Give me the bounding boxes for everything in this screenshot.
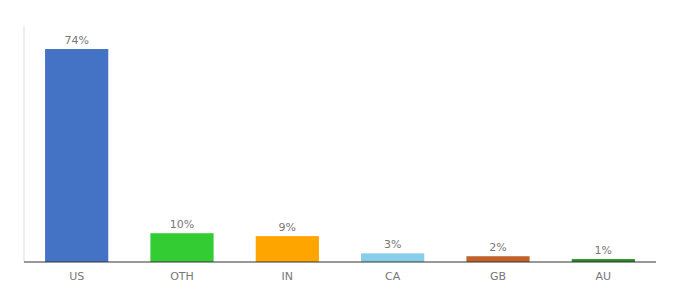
bar <box>466 256 529 262</box>
bar <box>150 233 213 262</box>
x-tick-labels: US OTH IN CA GB AU <box>69 270 611 283</box>
data-label: 74% <box>64 34 88 47</box>
y-axis-line <box>24 26 25 262</box>
data-label: 1% <box>595 244 612 257</box>
x-tick-label: US <box>69 270 84 283</box>
x-tick-label: IN <box>282 270 293 283</box>
x-tick-label: CA <box>385 270 401 283</box>
bar <box>361 253 424 262</box>
x-tick-label: GB <box>490 270 506 283</box>
bar <box>45 49 108 262</box>
data-label: 10% <box>170 218 194 231</box>
data-labels: 74% 10% 9% 3% 2% 1% <box>64 34 612 257</box>
bars <box>45 49 635 262</box>
data-label: 3% <box>384 238 401 251</box>
x-tick-label: AU <box>596 270 612 283</box>
chart: 74% 10% 9% 3% 2% 1% US OTH IN CA GB AU <box>0 0 680 300</box>
x-tick-label: OTH <box>170 270 194 283</box>
data-label: 9% <box>279 221 296 234</box>
bar <box>256 236 319 262</box>
x-axis-line <box>24 262 656 263</box>
data-label: 2% <box>489 241 506 254</box>
